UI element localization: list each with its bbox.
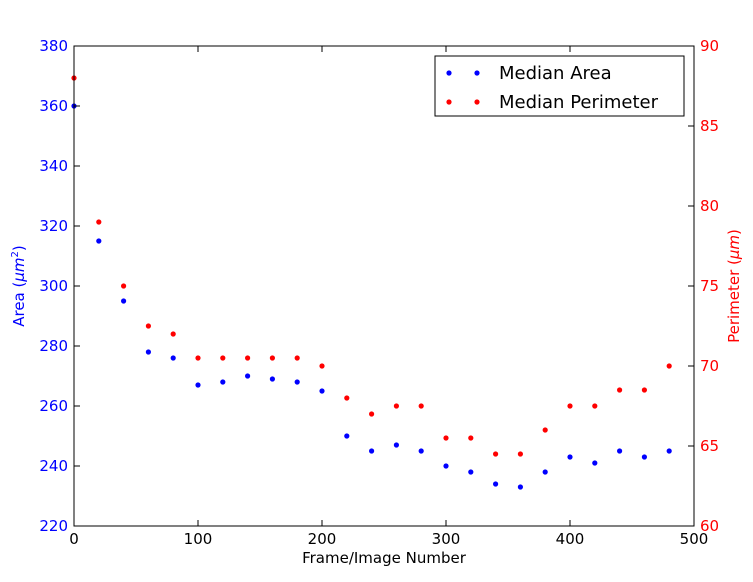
data-point-perimeter (319, 363, 325, 369)
data-point-perimeter (443, 435, 449, 441)
data-point-perimeter (592, 403, 598, 409)
data-point-area (666, 448, 672, 454)
data-point-area (294, 379, 300, 385)
data-point-perimeter (344, 395, 350, 401)
data-point-area (245, 373, 251, 379)
y-left-tick-label: 380 (39, 37, 68, 55)
y-left-tick-label: 360 (39, 97, 68, 115)
y-right-title-unit: μm (725, 235, 743, 260)
data-point-area (592, 460, 598, 466)
y-right-title-prefix: Perimeter ( (725, 259, 743, 343)
data-point-perimeter (369, 411, 375, 417)
x-tick-label: 400 (556, 530, 585, 548)
data-point-area (542, 469, 548, 475)
x-tick-label: 300 (432, 530, 461, 548)
y-left-title-unit: μm (10, 257, 28, 282)
y-right-tick-label: 90 (700, 37, 719, 55)
y-left-tick-label: 260 (39, 397, 68, 415)
legend-entry-perimeter: Median Perimeter (446, 92, 659, 113)
legend-marker-perimeter (474, 99, 480, 105)
data-point-perimeter (245, 355, 251, 361)
y-right-tick-label: 65 (700, 437, 719, 455)
y-left-tick-label: 240 (39, 457, 68, 475)
x-axis-title: Frame/Image Number (302, 549, 467, 567)
data-point-area (344, 433, 350, 439)
y-right-tick-label: 60 (700, 517, 719, 535)
plot-frame (73, 45, 695, 527)
data-point-perimeter (641, 387, 648, 393)
y-right-tick-label: 70 (700, 357, 719, 375)
y-left-title-prefix: Area ( (10, 282, 28, 327)
data-point-area (393, 442, 399, 448)
y-left-title-suffix: ) (10, 245, 28, 251)
data-point-perimeter (294, 355, 300, 361)
data-point-area (468, 469, 474, 475)
data-point-perimeter (145, 323, 151, 329)
data-point-perimeter (493, 451, 499, 457)
y-left-title-power: 2 (10, 251, 21, 257)
data-point-perimeter (567, 403, 573, 409)
x-tick-label: 0 (69, 530, 79, 548)
y-right-tick-label: 80 (700, 197, 719, 215)
y-left-tick-label: 300 (39, 277, 68, 295)
data-point-area (567, 454, 573, 460)
axes: 0 100 200 300 400 500 220 240 260 280 300 320 340 360… (39, 37, 719, 548)
y-left-tick-label: 280 (39, 337, 68, 355)
data-point-area (170, 355, 176, 361)
data-point-perimeter (121, 283, 127, 289)
data-point-area (369, 448, 375, 454)
y-axis-left-title: Area (μm2) (10, 245, 28, 327)
legend-entry-area: Median Area (446, 63, 612, 84)
data-point-area (617, 448, 623, 454)
legend: Median Area Median Perimeter (434, 55, 685, 117)
x-tick-label: 500 (680, 530, 709, 548)
legend-box (434, 55, 685, 117)
y-axis-right-title: Perimeter (μm) (725, 229, 743, 343)
y-left-tick-label: 320 (39, 217, 68, 235)
data-point-area (641, 454, 648, 460)
data-point-area (195, 382, 201, 388)
data-point-perimeter (393, 403, 399, 409)
data-point-area (517, 484, 524, 490)
x-tick-label: 100 (184, 530, 213, 548)
y-right-tick-label: 75 (700, 277, 719, 295)
data-point-perimeter (195, 355, 201, 361)
data-point-perimeter (468, 435, 474, 441)
plot-area (71, 75, 672, 490)
y-right-tick-label: 85 (700, 117, 719, 135)
data-point-area (121, 298, 127, 304)
data-point-perimeter (269, 355, 275, 361)
legend-label-area: Median Area (499, 63, 612, 84)
data-point-area (220, 379, 226, 385)
data-point-perimeter (542, 427, 548, 433)
data-point-perimeter (96, 219, 102, 225)
data-point-perimeter (666, 363, 672, 369)
legend-marker-perimeter (446, 99, 452, 105)
data-point-area (493, 481, 499, 487)
data-point-area (443, 463, 449, 469)
y-right-title-suffix: ) (725, 229, 743, 235)
legend-marker-area (446, 70, 452, 76)
data-point-perimeter (617, 387, 623, 393)
data-point-perimeter (220, 355, 226, 361)
data-point-area (319, 388, 325, 394)
legend-marker-area (474, 70, 480, 76)
y-left-tick-label: 220 (39, 517, 68, 535)
data-point-perimeter (418, 403, 424, 409)
data-point-perimeter (170, 331, 176, 337)
data-point-area (145, 349, 151, 355)
data-point-perimeter (517, 451, 524, 457)
legend-label-perimeter: Median Perimeter (499, 92, 659, 113)
data-point-area (269, 376, 275, 382)
data-point-area (96, 238, 102, 244)
y-left-tick-label: 340 (39, 157, 68, 175)
data-point-area (418, 448, 424, 454)
x-tick-label: 200 (308, 530, 337, 548)
